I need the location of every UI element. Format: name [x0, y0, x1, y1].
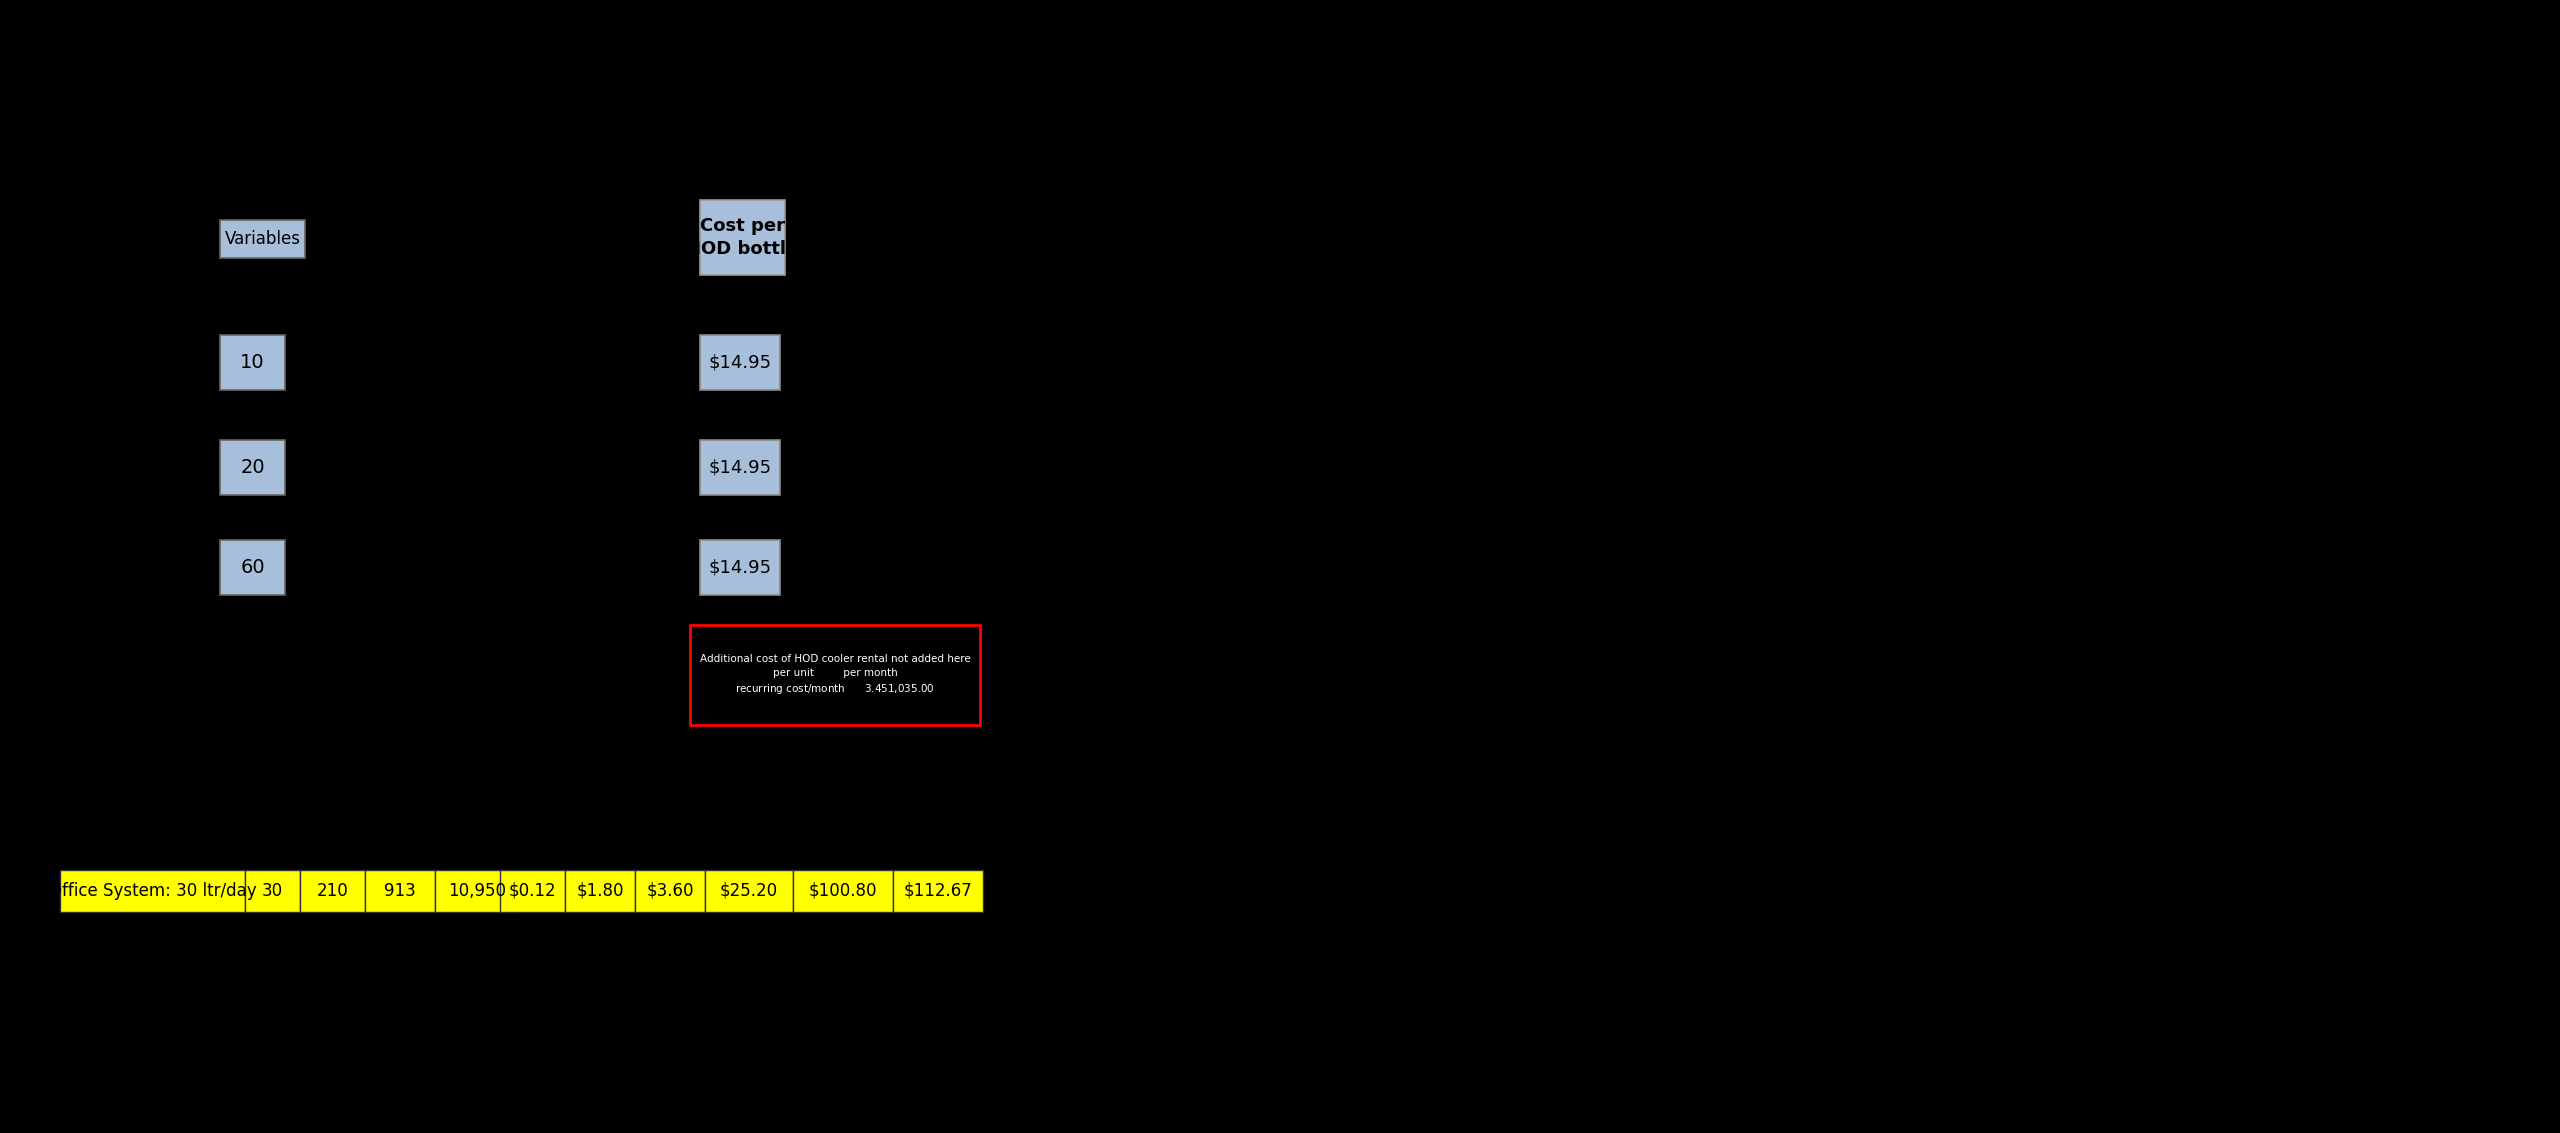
Text: $14.95: $14.95 — [709, 559, 771, 577]
Text: $1.80: $1.80 — [576, 881, 625, 900]
Text: $14.95: $14.95 — [709, 353, 771, 372]
Text: Office System: 30 ltr/day: Office System: 30 ltr/day — [49, 881, 256, 900]
Text: $112.67: $112.67 — [904, 881, 973, 900]
FancyBboxPatch shape — [699, 440, 781, 495]
Text: $25.20: $25.20 — [719, 881, 778, 900]
FancyBboxPatch shape — [794, 870, 893, 912]
Text: 913: 913 — [384, 881, 415, 900]
Text: 210: 210 — [317, 881, 348, 900]
FancyBboxPatch shape — [435, 870, 520, 912]
FancyBboxPatch shape — [499, 870, 566, 912]
FancyBboxPatch shape — [220, 440, 284, 495]
FancyBboxPatch shape — [699, 335, 781, 390]
Text: Variables: Variables — [225, 230, 300, 248]
Text: $14.95: $14.95 — [709, 459, 771, 477]
FancyBboxPatch shape — [300, 870, 366, 912]
Text: 10,950: 10,950 — [448, 881, 507, 900]
FancyBboxPatch shape — [59, 870, 246, 912]
FancyBboxPatch shape — [893, 870, 983, 912]
FancyBboxPatch shape — [704, 870, 794, 912]
FancyBboxPatch shape — [699, 540, 781, 595]
Text: $100.80: $100.80 — [809, 881, 878, 900]
Text: $0.12: $0.12 — [509, 881, 556, 900]
Text: 30: 30 — [261, 881, 284, 900]
FancyBboxPatch shape — [246, 870, 300, 912]
Text: $3.60: $3.60 — [645, 881, 694, 900]
Text: 20: 20 — [241, 458, 264, 477]
Text: 10: 10 — [241, 353, 264, 372]
FancyBboxPatch shape — [220, 335, 284, 390]
FancyBboxPatch shape — [699, 201, 786, 275]
Text: Additional cost of HOD cooler rental not added here
per unit         per month
r: Additional cost of HOD cooler rental not… — [699, 654, 970, 697]
FancyBboxPatch shape — [566, 870, 635, 912]
Text: Cost per
HOD bottle: Cost per HOD bottle — [686, 218, 799, 257]
FancyBboxPatch shape — [220, 540, 284, 595]
FancyBboxPatch shape — [635, 870, 704, 912]
FancyBboxPatch shape — [691, 625, 980, 725]
FancyBboxPatch shape — [366, 870, 435, 912]
Text: 60: 60 — [241, 557, 264, 577]
FancyBboxPatch shape — [220, 220, 305, 258]
